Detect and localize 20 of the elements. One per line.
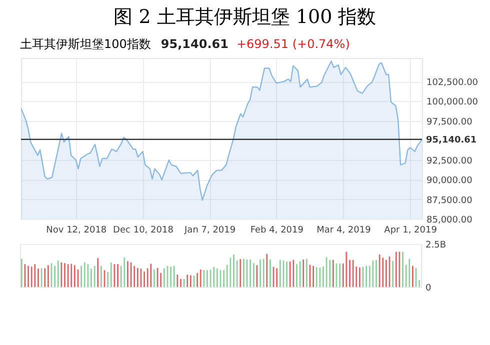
y-tick-label: 87,500.00 xyxy=(426,196,473,206)
y-tick-label: 0 xyxy=(426,284,432,294)
x-tick-label: Mar 4, 2019 xyxy=(316,226,372,236)
y-tick-label: 2.5B xyxy=(426,240,446,250)
chart-subtitle: 土耳其伊斯坦堡100指数 xyxy=(20,37,151,51)
text: +699.51 (+0.74%) xyxy=(236,37,350,51)
x-tick-label: Dec 10, 2018 xyxy=(113,226,174,236)
x-tick-label: Nov 12, 2018 xyxy=(46,226,107,236)
ref-line-label: 95,140.61 xyxy=(426,135,477,146)
x-tick-label: Feb 4, 2019 xyxy=(250,226,304,236)
chart-title: 图 2 土耳其伊斯坦堡 100 指数 xyxy=(112,5,378,30)
y-tick-label: 100,000.00 xyxy=(426,98,478,108)
y-tick-label: 102,500.00 xyxy=(426,78,478,88)
y-tick-label: 85,000.00 xyxy=(426,216,473,226)
x-tick-label: Jan 7, 2019 xyxy=(184,226,236,236)
text: 95,140.61 xyxy=(160,37,228,51)
y-tick-label: 92,500.00 xyxy=(426,156,473,167)
y-tick-label: 97,500.00 xyxy=(426,117,473,128)
y-tick-label: 90,000.00 xyxy=(426,176,473,186)
x-tick-label: Apr 1, 2019 xyxy=(384,226,438,236)
